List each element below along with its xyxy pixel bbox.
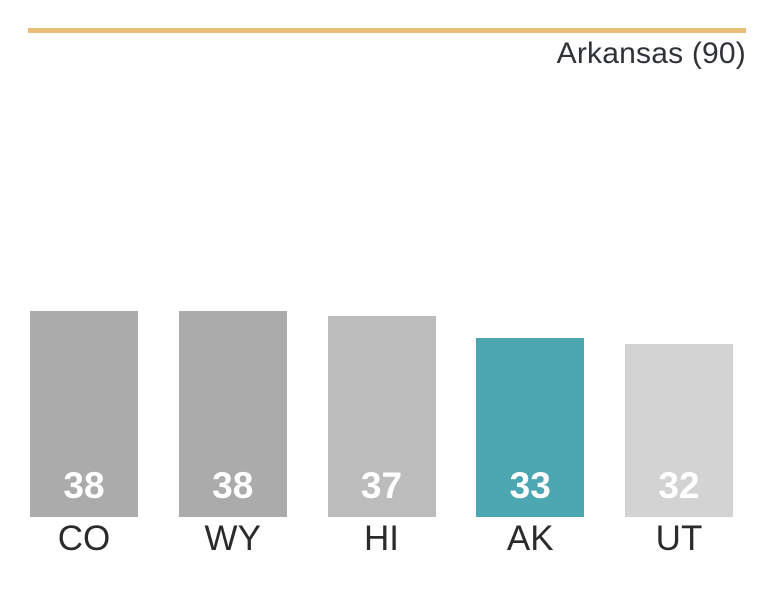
- category-label-ut: UT: [655, 519, 703, 558]
- category-labels: CO WY HI AK UT: [30, 521, 733, 556]
- bar-value-label-ak: 33: [509, 465, 551, 506]
- bar-value-label-wy: 38: [212, 465, 254, 506]
- bar-value-label-co: 38: [63, 465, 105, 506]
- category-label-wy: WY: [204, 519, 261, 558]
- category-label-co: CO: [57, 519, 111, 558]
- category-label-ak: AK: [506, 519, 554, 558]
- header-accent-rule: [28, 28, 746, 33]
- bar-co: 38: [30, 311, 138, 517]
- bar-chart: 38 38 37 33 32: [30, 311, 733, 517]
- chart-title: Arkansas (90): [556, 37, 746, 70]
- bar-ak: 33: [476, 338, 585, 517]
- bar-value-label-ut: 32: [658, 465, 700, 506]
- category-label-hi: HI: [364, 519, 399, 558]
- bar-wy: 38: [178, 311, 287, 517]
- bar-ut: 32: [625, 344, 733, 517]
- bar-value-label-hi: 37: [360, 465, 403, 506]
- bar-hi: 37: [327, 316, 436, 517]
